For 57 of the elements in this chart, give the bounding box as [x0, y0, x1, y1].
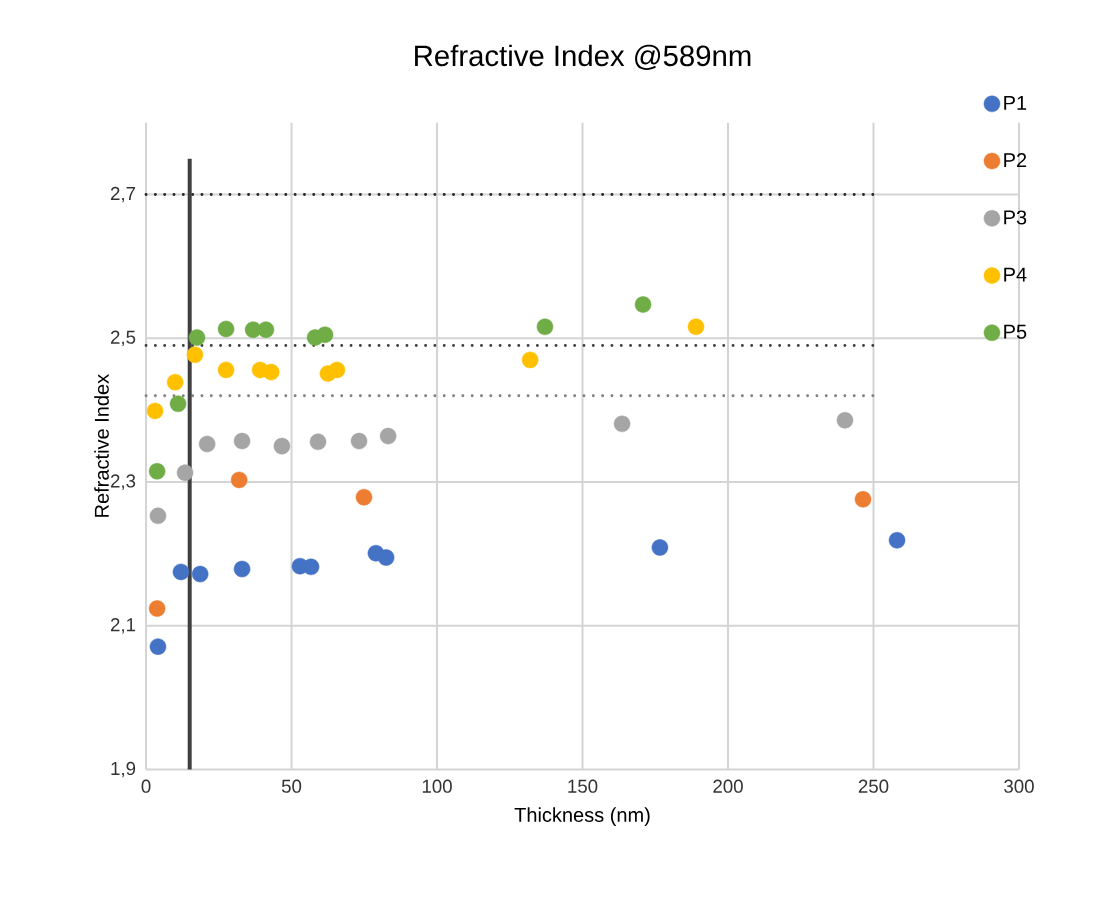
- legend-label: P5: [1004, 324, 1027, 339]
- point: [634, 296, 652, 313]
- y-tick-label: 2,7: [110, 186, 136, 203]
- point: [316, 326, 334, 343]
- point: [148, 462, 166, 480]
- point: [233, 560, 251, 578]
- point: [230, 471, 248, 489]
- point: [191, 565, 209, 583]
- point: [188, 329, 206, 346]
- x-tick-label: 50: [281, 779, 302, 793]
- point: [146, 402, 164, 420]
- point: [149, 507, 167, 524]
- x-tick-label: 250: [858, 779, 889, 793]
- point: [186, 346, 204, 363]
- point: [536, 318, 554, 335]
- point: [309, 433, 327, 450]
- point: [687, 318, 705, 335]
- x-tick-label: 0: [141, 779, 151, 793]
- point: [613, 415, 631, 432]
- point: [217, 361, 235, 379]
- point: [854, 490, 872, 508]
- point: [888, 531, 906, 549]
- legend-label: P4: [1004, 267, 1027, 282]
- point: [233, 432, 251, 450]
- point: [355, 488, 373, 506]
- point: [836, 411, 854, 429]
- y-tick-label: 2,3: [110, 474, 136, 490]
- point: [149, 638, 167, 655]
- point: [521, 351, 539, 369]
- chart-title: Refractive Index @589nm: [415, 44, 751, 70]
- point: [262, 363, 280, 381]
- y-axis-title: Refractive Index: [94, 373, 109, 517]
- point: [176, 464, 194, 481]
- legend-label: P2: [1004, 152, 1027, 167]
- point: [273, 437, 291, 455]
- point: [328, 361, 346, 379]
- point: [198, 435, 216, 453]
- x-tick-label: 200: [713, 779, 743, 793]
- point: [172, 563, 190, 581]
- point: [148, 600, 166, 617]
- point: [257, 321, 275, 338]
- point: [350, 432, 368, 450]
- point: [217, 320, 235, 338]
- point: [377, 549, 395, 566]
- legend-label: P3: [1004, 210, 1027, 225]
- y-tick-label: 2,5: [110, 330, 136, 346]
- x-axis-title: Thickness (nm): [514, 807, 650, 826]
- point: [166, 373, 184, 391]
- point: [379, 427, 397, 445]
- x-tick-label: 300: [1004, 779, 1034, 793]
- y-tick-label: 2,1: [110, 617, 136, 634]
- point: [169, 395, 187, 412]
- x-tick-label: 150: [568, 779, 598, 793]
- legend-label: P1: [1004, 95, 1027, 110]
- y-tick-label: 1,9: [111, 761, 136, 778]
- x-tick-label: 100: [422, 779, 452, 793]
- point: [651, 539, 669, 556]
